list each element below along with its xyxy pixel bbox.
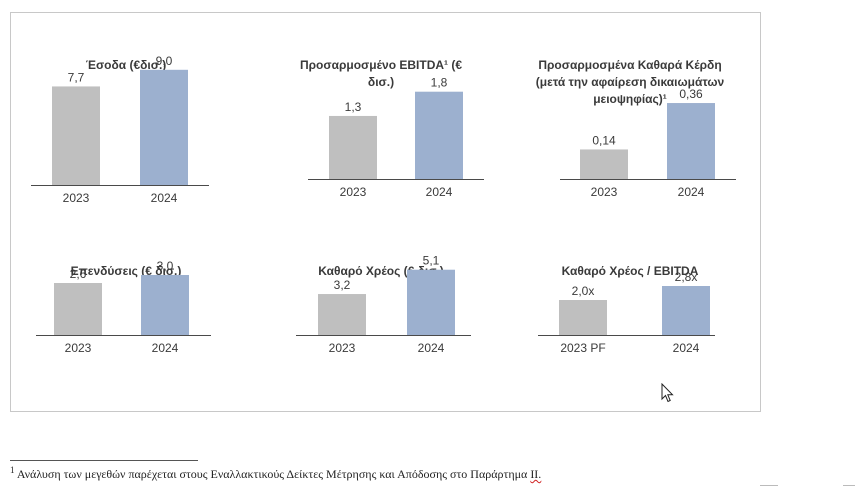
chart-title: Προσαρμοσμένο EBITDA¹ (€ δισ.) — [299, 58, 463, 89]
data-label: 5,1 — [423, 254, 440, 268]
chart-adjusted-ebitda: Προσαρμοσμένο EBITDA¹ (€ δισ.) 1,3 2023 1,… — [286, 53, 484, 235]
bar — [580, 149, 628, 179]
footnote-last-word: ΙΙ. — [530, 467, 542, 481]
x-tick-label: 2024 — [152, 341, 179, 355]
chart-svg: 1,3 2023 1,8 2024 — [308, 76, 484, 199]
data-label: 7,7 — [68, 70, 85, 84]
x-tick-label: 2023 — [63, 191, 90, 205]
chart-title: Προσαρμοσμένα Καθαρά Κέρδη (μετά την αφα… — [535, 58, 725, 106]
bar — [667, 103, 715, 179]
data-label: 3,0 — [157, 259, 174, 273]
data-label: 2,6 — [70, 267, 87, 281]
bar — [54, 283, 102, 335]
chart-svg: 2,0x 2023 PF 2,8x 2024 — [538, 270, 715, 355]
charts-frame: Έσοδα (€δισ.) 7,7 2023 9,0 2024 Προσαρμοσμέ… — [10, 12, 761, 412]
x-tick-label: 2024 — [151, 191, 178, 205]
chart-svg: 3,2 2023 5,1 2024 — [296, 254, 471, 355]
footnote-text: Ανάλυση των μεγεθών παρέχεται στους Εναλ… — [14, 467, 531, 481]
bar — [329, 115, 377, 179]
chart-adjusted-net-profit: Προσαρμοσμένα Καθαρά Κέρδη (μετά την αφα… — [521, 53, 739, 235]
bar — [415, 91, 463, 179]
data-label: 3,2 — [334, 278, 351, 292]
bar — [140, 69, 188, 185]
chart-title: Επενδύσεις (€ δισ.) — [70, 264, 182, 278]
x-tick-label: 2023 PF — [560, 341, 605, 355]
x-tick-label: 2024 — [678, 185, 705, 199]
chart-svg: 0,14 2023 0,36 2024 — [560, 87, 736, 199]
x-tick-label: 2023 — [340, 185, 367, 199]
chart-title: Καθαρό Χρέος / EBITDA — [561, 264, 699, 278]
x-tick-label: 2023 — [65, 341, 92, 355]
chart-revenue: Έσοδα (€δισ.) 7,7 2023 9,0 2024 — [31, 53, 221, 235]
chart-investments: Επενδύσεις (€ δισ.) 2,6 2023 3,0 2024 — [31, 259, 221, 389]
bar — [141, 275, 189, 335]
x-tick-label: 2024 — [418, 341, 445, 355]
x-tick-label: 2023 — [329, 341, 356, 355]
footnote-marker: 1 — [10, 465, 15, 475]
data-label: 0,14 — [592, 133, 616, 147]
chart-net-debt-to-ebitda: Καθαρό Χρέος / EBITDA 2,0x 2023 PF 2,8x 202… — [521, 259, 739, 389]
x-tick-label: 2024 — [426, 185, 453, 199]
chart-title: Έσοδα (€δισ.) — [85, 58, 167, 72]
page-edge-mark — [843, 485, 855, 486]
data-label: 9,0 — [156, 54, 173, 68]
chart-svg: 7,7 2023 9,0 2024 — [31, 54, 209, 205]
footnote: 1 Ανάλυση των μεγεθών παρέχεται στους Εν… — [10, 465, 541, 482]
data-label: 0,36 — [679, 87, 703, 101]
page-edge-mark — [760, 485, 778, 486]
chart-svg: 2,6 2023 3,0 2024 — [36, 259, 211, 355]
bar — [407, 269, 455, 335]
data-label: 2,0x — [572, 284, 595, 298]
data-label: 2,8x — [675, 270, 698, 284]
bar — [52, 86, 100, 185]
x-tick-label: 2023 — [591, 185, 618, 199]
footnote-separator — [10, 460, 198, 461]
bar — [662, 286, 710, 335]
data-label: 1,3 — [345, 100, 362, 114]
data-label: 1,8 — [431, 76, 448, 90]
mouse-pointer-icon — [661, 383, 674, 403]
x-tick-label: 2024 — [673, 341, 700, 355]
bar — [318, 294, 366, 335]
bar — [559, 300, 607, 335]
chart-net-debt: Καθαρό Χρέος (€ δισ.) 3,2 2023 5,1 2024 — [286, 254, 476, 389]
